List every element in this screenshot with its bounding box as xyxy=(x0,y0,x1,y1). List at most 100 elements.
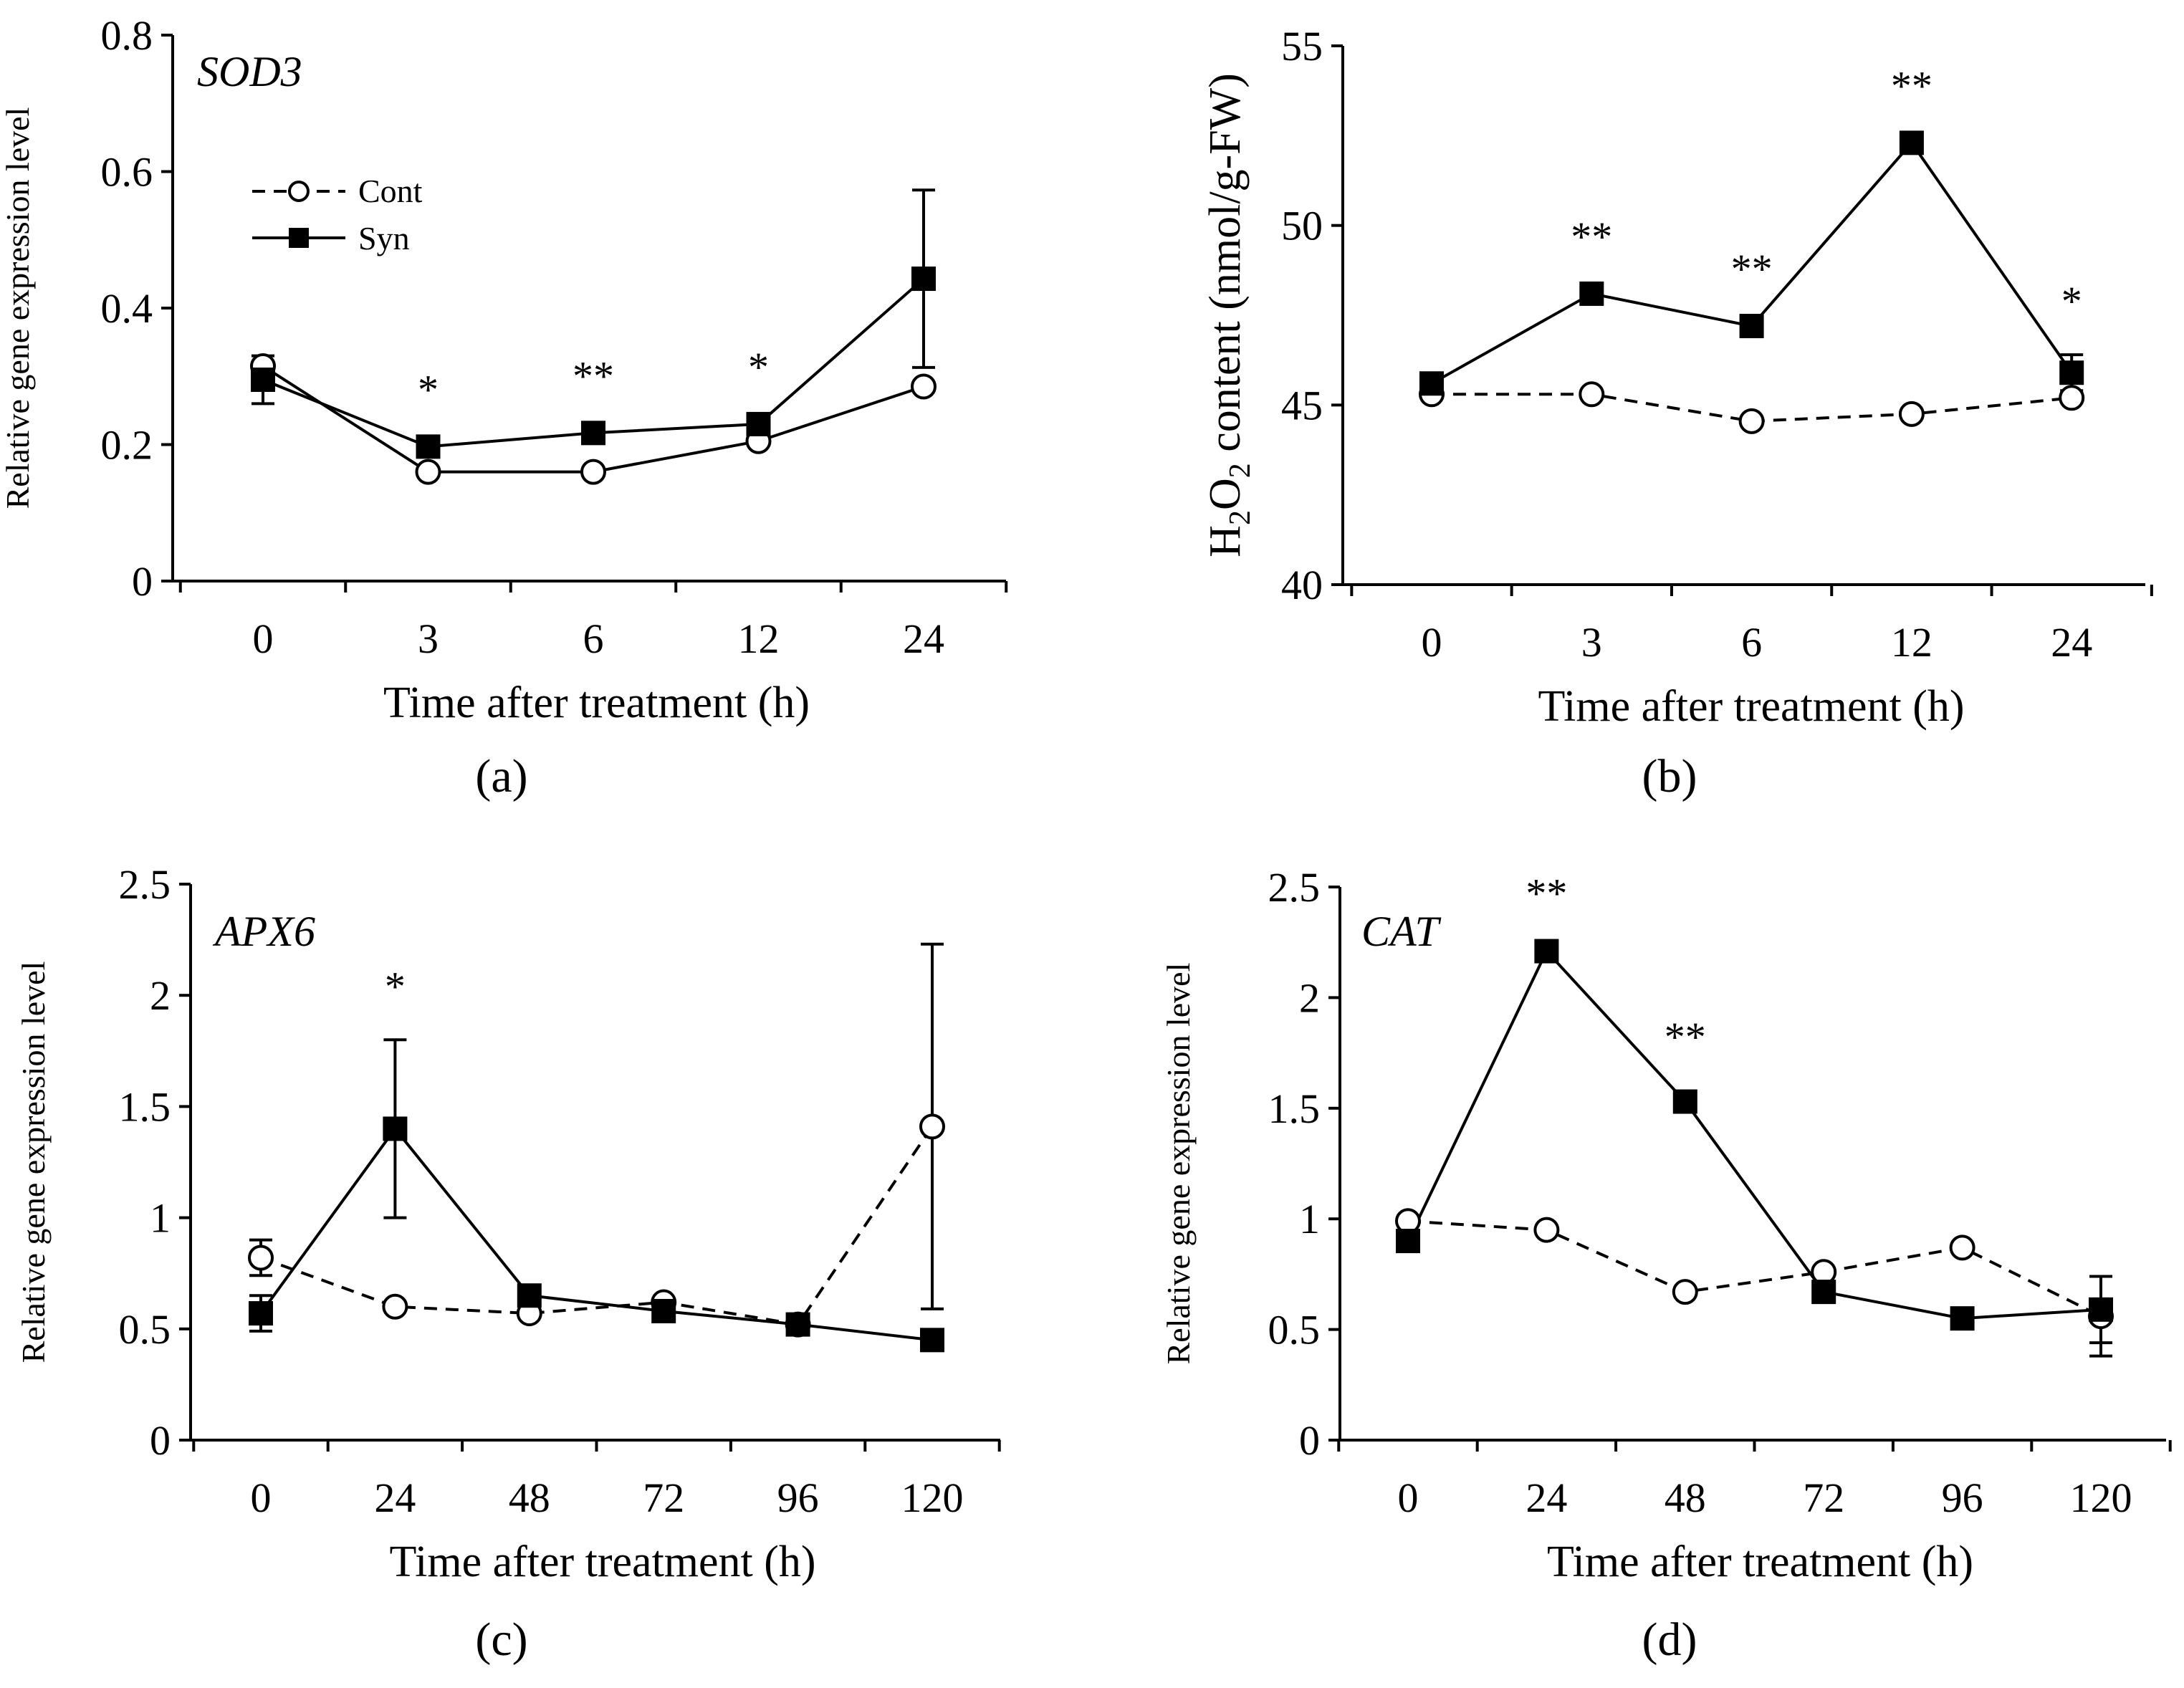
point-cont xyxy=(1533,1217,1560,1243)
point-syn xyxy=(249,1301,273,1326)
x-tick-label: 24 xyxy=(1526,1474,1567,1521)
y-tick-label: 40 xyxy=(1281,562,1323,608)
y-axis-title: Relative gene expression level xyxy=(1160,963,1197,1365)
y-tick-label: 0.2 xyxy=(101,422,153,469)
y-axis-title: Relative gene expression level xyxy=(0,107,36,509)
y-tick-label: 50 xyxy=(1281,203,1323,249)
point-syn xyxy=(383,1116,408,1141)
point-cont xyxy=(2059,385,2085,411)
point-syn xyxy=(581,421,605,446)
panel-caption: (b) xyxy=(1642,750,1697,802)
point-cont xyxy=(911,373,937,400)
point-syn xyxy=(1579,281,1604,306)
panel-caption: (c) xyxy=(475,1613,527,1666)
x-tick-label: 120 xyxy=(2070,1474,2132,1521)
legend-label-syn: Syn xyxy=(358,220,410,256)
y-tick-label: 2 xyxy=(150,972,171,1019)
x-axis-title: Time after treatment (h) xyxy=(1547,1538,1973,1586)
x-axis-title: Time after treatment (h) xyxy=(383,678,810,727)
series-line-syn xyxy=(259,1126,933,1342)
point-cont xyxy=(1579,381,1605,408)
significance-marker: ** xyxy=(1891,62,1932,109)
x-axis-title: Time after treatment (h) xyxy=(389,1538,815,1586)
x-tick-label: 72 xyxy=(643,1474,684,1521)
point-cont xyxy=(415,459,441,485)
point-syn xyxy=(1534,939,1559,964)
x-tick-label: 6 xyxy=(583,615,604,662)
x-tick-label: 72 xyxy=(1803,1474,1844,1521)
y-tick-label: 0.4 xyxy=(101,285,153,332)
y-tick-label: 2.5 xyxy=(119,861,171,908)
x-tick-label: 48 xyxy=(1665,1474,1706,1521)
point-syn xyxy=(1672,1089,1697,1114)
y-tick-label: 0.5 xyxy=(1268,1307,1321,1353)
point-syn xyxy=(1899,130,1924,155)
significance-marker: ** xyxy=(1731,246,1773,292)
x-tick-label: 12 xyxy=(1891,619,1932,666)
subscript: 2 xyxy=(1224,463,1257,478)
y-tick-label: 0 xyxy=(1299,1417,1320,1464)
series-line-syn xyxy=(1407,949,2102,1320)
x-tick-label: 96 xyxy=(1942,1474,1983,1521)
significance-marker: * xyxy=(418,367,439,413)
y-tick-label: 0 xyxy=(150,1417,171,1464)
x-tick-label: 24 xyxy=(2051,619,2092,666)
point-syn xyxy=(2059,360,2084,385)
significance-marker: * xyxy=(385,963,406,1010)
subscript: 2 xyxy=(1224,510,1257,525)
point-cont xyxy=(1738,408,1765,434)
x-tick-label: 12 xyxy=(738,615,780,662)
legend-marker-syn xyxy=(289,228,309,248)
gene-label: SOD3 xyxy=(197,48,302,95)
x-tick-label: 24 xyxy=(374,1474,416,1521)
panel-b: 40 45 50 55 0 3 6 12 24 Time after treatment (h) H… xyxy=(1201,23,2153,802)
y-tick-label: 1.5 xyxy=(1268,1085,1321,1132)
panel-a: 0 0.2 0.4 0.6 0.8 0 3 6 12 24 Time after treatment… xyxy=(0,12,1008,802)
significance-marker: * xyxy=(2061,278,2082,325)
legend-label-cont: Cont xyxy=(358,173,423,209)
point-cont xyxy=(1898,401,1925,427)
point-cont xyxy=(919,1113,945,1140)
point-syn xyxy=(1419,371,1444,396)
point-syn xyxy=(920,1328,944,1353)
y-tick-label: 55 xyxy=(1281,23,1323,69)
series-line-cont xyxy=(260,1126,934,1326)
y-tick-label: 45 xyxy=(1281,382,1323,428)
point-cont xyxy=(248,1245,274,1271)
gene-label: APX6 xyxy=(212,908,315,955)
point-syn xyxy=(517,1283,542,1308)
x-axis-title: Time after treatment (h) xyxy=(1538,682,1964,731)
x-tick-label: 48 xyxy=(509,1474,550,1521)
panel-caption: (a) xyxy=(475,750,527,802)
point-cont xyxy=(580,459,606,485)
x-tick-label: 3 xyxy=(418,615,439,662)
y-tick-label: 2.5 xyxy=(1268,864,1321,911)
gene-label: CAT xyxy=(1361,908,1441,955)
y-tick-label: 0 xyxy=(132,558,153,605)
y-axis-title-part: O xyxy=(1201,478,1250,510)
y-tick-label: 1.5 xyxy=(119,1083,171,1130)
x-tick-label: 6 xyxy=(1741,619,1762,666)
y-tick-label: 0.5 xyxy=(119,1306,171,1353)
significance-marker: ** xyxy=(573,353,614,400)
point-syn xyxy=(651,1298,676,1323)
y-tick-label: 1 xyxy=(1299,1196,1320,1242)
significance-marker: * xyxy=(748,344,769,390)
point-syn xyxy=(416,434,441,459)
point-syn xyxy=(1950,1306,1975,1331)
point-cont xyxy=(1672,1279,1698,1305)
y-axis-title-part: content (nmol/g-FW) xyxy=(1201,73,1250,463)
point-cont xyxy=(382,1293,408,1320)
x-tick-label: 0 xyxy=(1422,619,1442,666)
series-line-cont xyxy=(1407,1219,2102,1318)
panel-d: 0 0.5 1 1.5 2 2.5 0 24 48 72 96 120 Time after treat… xyxy=(1160,864,2172,1666)
x-tick-label: 96 xyxy=(777,1474,819,1521)
y-axis-title: Relative gene expression level xyxy=(15,962,52,1363)
point-syn xyxy=(1811,1280,1836,1305)
x-tick-label: 3 xyxy=(1581,619,1602,666)
point-syn xyxy=(1396,1229,1420,1254)
y-axis-title: H2O2 content (nmol/g-FW) xyxy=(1201,73,1257,557)
x-tick-label: 120 xyxy=(901,1474,964,1521)
point-syn xyxy=(2089,1297,2113,1322)
